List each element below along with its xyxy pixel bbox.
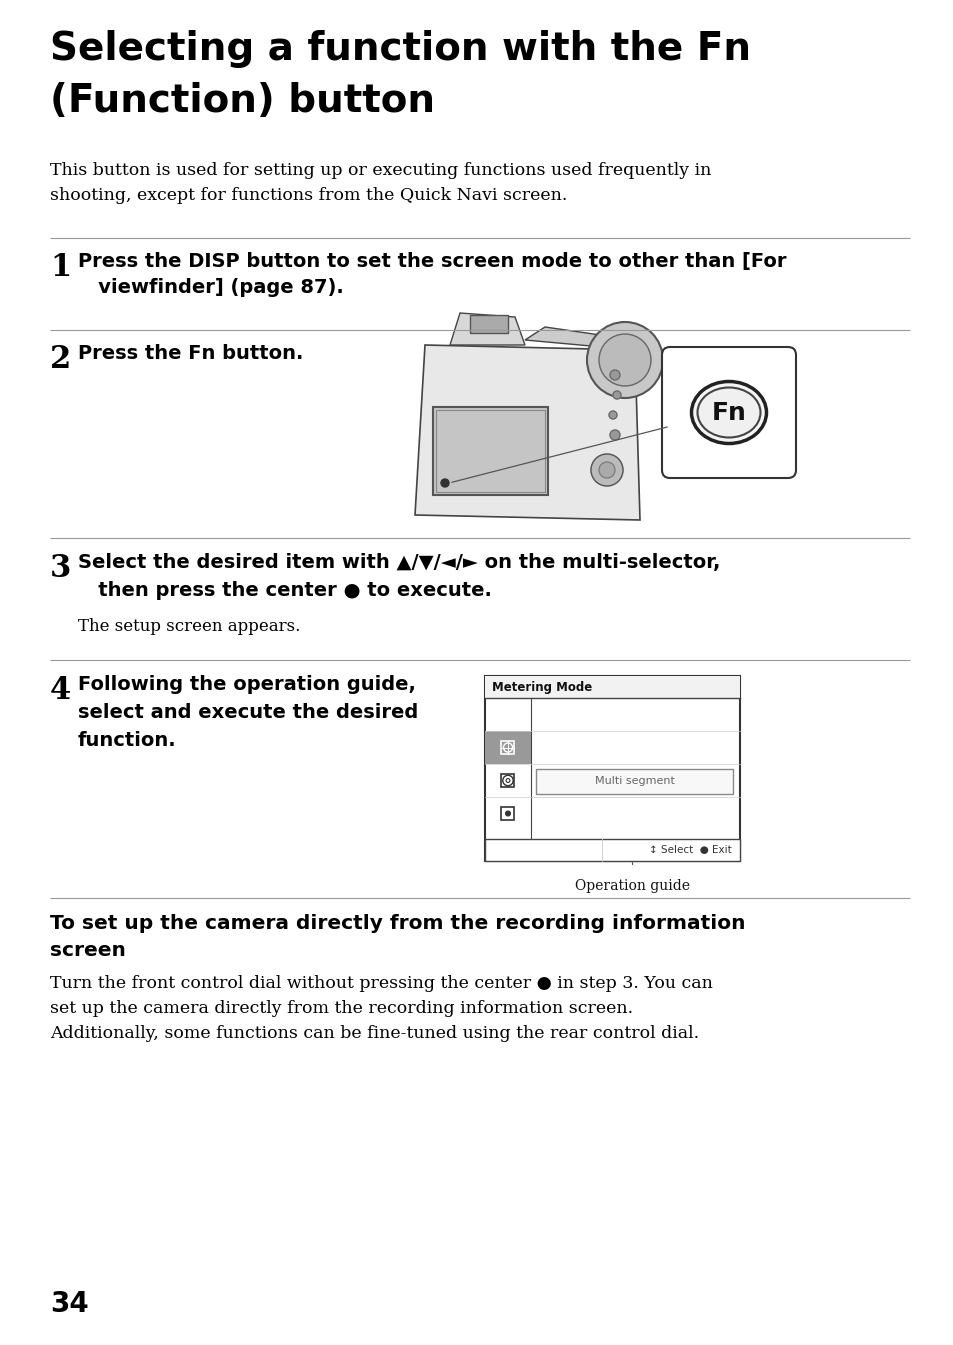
Text: Press the DISP button to set the screen mode to other than [For
   viewfinder] (: Press the DISP button to set the screen …	[78, 252, 785, 297]
Text: Selecting a function with the Fn: Selecting a function with the Fn	[50, 30, 750, 69]
Text: Metering Mode: Metering Mode	[492, 681, 592, 694]
Circle shape	[608, 412, 617, 420]
Text: function.: function.	[78, 730, 176, 751]
Circle shape	[609, 370, 619, 381]
Text: Operation guide: Operation guide	[575, 880, 689, 893]
Polygon shape	[524, 327, 635, 350]
Bar	[470, 315, 507, 334]
Bar	[433, 408, 547, 495]
Bar	[484, 677, 740, 698]
Text: 2: 2	[50, 344, 71, 375]
Text: 34: 34	[50, 1290, 89, 1318]
Bar	[536, 769, 732, 794]
Bar	[436, 410, 544, 492]
Text: ↕ Select  ● Exit: ↕ Select ● Exit	[649, 845, 731, 855]
Text: 1: 1	[50, 252, 71, 282]
Text: select and execute the desired: select and execute the desired	[78, 703, 417, 722]
Circle shape	[598, 461, 615, 477]
Circle shape	[586, 321, 662, 398]
Ellipse shape	[691, 382, 765, 444]
Text: 4: 4	[50, 675, 71, 706]
Bar	[484, 677, 740, 861]
Bar	[501, 773, 514, 787]
Bar	[484, 839, 740, 861]
Text: then press the center ● to execute.: then press the center ● to execute.	[78, 581, 492, 600]
Circle shape	[440, 479, 449, 487]
Circle shape	[609, 430, 619, 440]
Text: Turn the front control dial without pressing the center ● in step 3. You can: Turn the front control dial without pres…	[50, 975, 712, 993]
FancyBboxPatch shape	[661, 347, 795, 477]
Text: Following the operation guide,: Following the operation guide,	[78, 675, 416, 694]
Text: The setup screen appears.: The setup screen appears.	[78, 617, 300, 635]
Ellipse shape	[697, 387, 760, 437]
Text: Multi segment: Multi segment	[594, 776, 674, 787]
Text: screen: screen	[50, 941, 126, 960]
Polygon shape	[450, 313, 524, 346]
Circle shape	[598, 334, 650, 386]
Text: This button is used for setting up or executing functions used frequently in
sho: This button is used for setting up or ex…	[50, 161, 711, 204]
Circle shape	[590, 455, 622, 486]
Text: 3: 3	[50, 553, 71, 584]
Text: (Function) button: (Function) button	[50, 82, 435, 120]
Text: Additionally, some functions can be fine-tuned using the rear control dial.: Additionally, some functions can be fine…	[50, 1025, 699, 1042]
Circle shape	[505, 811, 510, 816]
Text: Select the desired item with ▲/▼/◄/► on the multi-selector,: Select the desired item with ▲/▼/◄/► on …	[78, 553, 720, 572]
Text: set up the camera directly from the recording information screen.: set up the camera directly from the reco…	[50, 999, 633, 1017]
Bar	[501, 741, 514, 755]
Circle shape	[613, 391, 620, 399]
Bar	[484, 730, 531, 764]
Text: Fn: Fn	[711, 401, 745, 425]
Polygon shape	[415, 346, 639, 521]
Bar	[501, 807, 514, 820]
Text: To set up the camera directly from the recording information: To set up the camera directly from the r…	[50, 915, 744, 933]
Text: Press the Fn button.: Press the Fn button.	[78, 344, 303, 363]
